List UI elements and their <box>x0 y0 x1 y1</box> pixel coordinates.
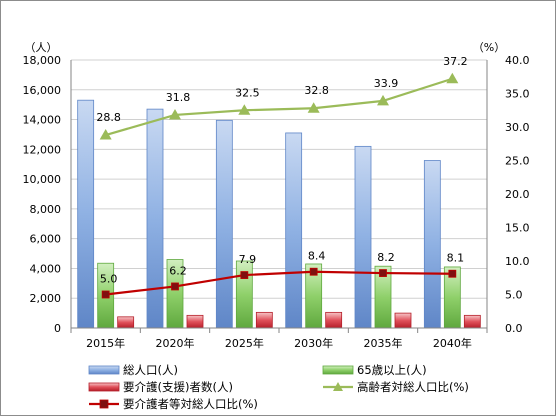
legend-square-marker <box>99 399 109 409</box>
left-tick-label: 6,000 <box>30 233 62 246</box>
data-labels: 28.8 31.8 32.5 32.8 33.9 37.2 5.0 6.2 7.9 8.4 8.2 8… <box>96 55 467 286</box>
right-tick-label: 35.0 <box>505 88 530 101</box>
left-tick-label: 14,000 <box>23 114 62 127</box>
left-tick-label: 10,000 <box>23 173 62 186</box>
bar-care-recipients <box>117 316 135 329</box>
point-elderly-ratio <box>446 72 459 84</box>
bar-total-population <box>423 160 441 329</box>
bar-total-population <box>146 108 164 329</box>
x-tick-label: 2030年 <box>294 336 333 350</box>
right-tick-label: 30.0 <box>505 121 530 134</box>
legend-item-care-ratio: 要介護者等対総人口比(%) <box>89 397 258 411</box>
legend-label-care-ratio: 要介護者等対総人口比(%) <box>123 397 258 411</box>
left-tick-label: 16,000 <box>23 84 62 97</box>
line-elderly-ratio <box>105 77 453 137</box>
bar-layer <box>77 99 481 329</box>
bar-care-recipients <box>463 314 481 329</box>
right-tick-label: 10.0 <box>505 255 530 268</box>
right-tick-label: 40.0 <box>505 54 530 67</box>
x-tick-label: 2025年 <box>225 336 264 350</box>
gridlines <box>71 59 487 299</box>
point-elderly-ratio <box>377 94 389 106</box>
left-tick-label: 18,000 <box>23 54 62 67</box>
left-tick-label: 12,000 <box>23 143 62 156</box>
bar-care-recipients <box>255 311 273 329</box>
point-care-ratio <box>240 271 249 279</box>
legend-label-65: 65歳以上(人) <box>357 363 427 377</box>
legend-label-elderly-ratio: 高齢者対総人口比(%) <box>357 380 469 394</box>
point-care-ratio <box>171 282 179 291</box>
right-tick-label: 0.0 <box>505 322 523 335</box>
point-elderly-ratio <box>99 129 112 140</box>
point-care-ratio <box>101 290 110 299</box>
legend-label-total: 総人口(人) <box>123 363 178 377</box>
legend-item-total: 総人口(人) <box>88 363 178 377</box>
bar-total-population <box>354 145 372 329</box>
point-elderly-ratio <box>169 108 181 120</box>
right-tick-label: 5.0 <box>505 289 523 302</box>
bar-total-population <box>285 132 303 329</box>
x-tick-label: 2015年 <box>86 336 125 350</box>
bar-care-recipients <box>394 312 412 329</box>
left-tick-label: 0 <box>54 322 61 335</box>
bar-65-plus <box>235 260 253 329</box>
legend-item-care: 要介護(支援)者数(人) <box>88 380 233 394</box>
data-label-care-ratio: 8.1 <box>447 252 465 265</box>
point-care-ratio <box>448 269 457 278</box>
line-care-ratio <box>105 270 453 296</box>
point-care-ratio <box>379 269 387 277</box>
point-care-ratio <box>309 267 318 276</box>
right-tick-label: 20.0 <box>505 188 530 201</box>
data-label-care-ratio: 8.4 <box>308 250 326 263</box>
left-tick-label: 4,000 <box>30 262 62 275</box>
data-label-care-ratio: 5.0 <box>100 273 118 286</box>
left-axis-unit: （人） <box>25 41 58 54</box>
bar-care-recipients <box>325 311 343 329</box>
bar-total-population <box>215 119 233 329</box>
point-elderly-ratio <box>307 102 320 113</box>
legend-swatch-total <box>88 365 120 375</box>
data-label-care-ratio: 6.2 <box>169 264 187 277</box>
data-label-care-ratio: 7.9 <box>239 253 257 266</box>
bar-total-population <box>77 99 95 329</box>
x-tick-label: 2035年 <box>364 336 403 350</box>
legend-triangle-marker <box>333 382 343 391</box>
data-label-elderly-ratio: 31.8 <box>166 91 191 104</box>
x-tick-label: 2040年 <box>433 336 472 350</box>
axes: 0 2,000 4,000 6,000 8,000 10,000 12,000 14,000 1… <box>23 54 530 350</box>
line-layer <box>99 72 459 299</box>
bar-care-recipients <box>186 314 204 329</box>
right-axis-unit: （%） <box>473 41 505 54</box>
legend: 総人口(人) 65歳以上(人) 要介護(支援)者数(人) 高齢者対総人口比(%)… <box>88 363 469 411</box>
left-tick-label: 2,000 <box>30 292 62 305</box>
left-tick-label: 8,000 <box>30 203 62 216</box>
point-elderly-ratio <box>238 104 251 115</box>
data-label-elderly-ratio: 32.8 <box>304 84 329 97</box>
data-label-elderly-ratio: 37.2 <box>443 55 468 68</box>
legend-item-65: 65歳以上(人) <box>322 363 427 377</box>
data-label-elderly-ratio: 28.8 <box>96 111 121 124</box>
data-label-elderly-ratio: 32.5 <box>235 86 260 99</box>
right-tick-label: 25.0 <box>505 155 530 168</box>
data-label-care-ratio: 8.2 <box>377 251 395 264</box>
data-label-elderly-ratio: 33.9 <box>374 77 399 90</box>
legend-label-care: 要介護(支援)者数(人) <box>123 380 233 394</box>
legend-swatch-care <box>88 382 120 392</box>
legend-item-elderly-ratio: 高齢者対総人口比(%) <box>323 380 469 394</box>
x-tick-label: 2020年 <box>156 336 195 350</box>
legend-swatch-65 <box>322 365 354 375</box>
right-tick-label: 15.0 <box>505 222 530 235</box>
